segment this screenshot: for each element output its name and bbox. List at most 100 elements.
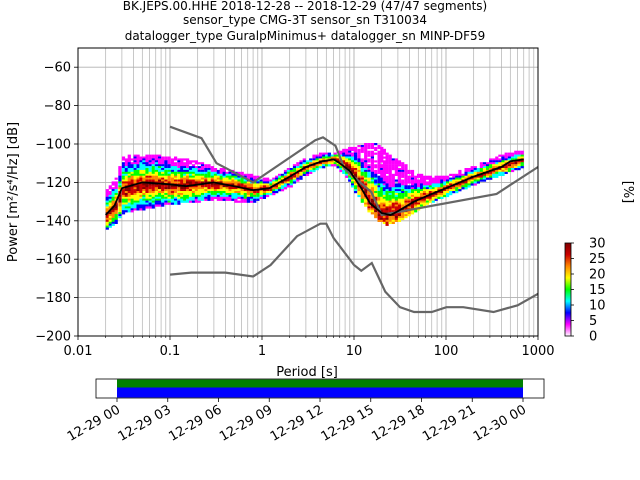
psd-cell xyxy=(170,169,174,173)
psd-cell xyxy=(357,158,361,161)
psd-cell xyxy=(250,196,254,199)
psd-cell xyxy=(473,179,477,182)
timeline-tick-label: 12-29 09 xyxy=(217,402,275,444)
psd-cell xyxy=(382,152,386,155)
psd-cell xyxy=(240,191,244,194)
psd-cell xyxy=(259,185,263,188)
psd-cell xyxy=(151,166,155,169)
psd-cell xyxy=(250,185,254,188)
psd-cell xyxy=(458,175,462,178)
psd-cell xyxy=(397,177,402,180)
psd-cell xyxy=(225,196,229,199)
psd-cell xyxy=(154,183,158,186)
psd-cell xyxy=(240,194,244,198)
psd-cell xyxy=(461,181,465,184)
psd-cell xyxy=(124,194,128,198)
psd-cell xyxy=(154,194,158,198)
psd-cell xyxy=(213,194,218,198)
psd-cell xyxy=(111,187,115,190)
psd-cell xyxy=(222,193,226,196)
psd-cell xyxy=(286,177,290,180)
psd-cell xyxy=(188,168,193,171)
psd-cell xyxy=(473,183,477,186)
psd-cell xyxy=(461,173,465,176)
psd-cell xyxy=(161,198,165,201)
psd-cell xyxy=(200,175,205,178)
psd-cell xyxy=(127,171,131,174)
psd-cell xyxy=(367,181,371,184)
psd-cell xyxy=(174,179,178,182)
psd-cell xyxy=(161,173,165,176)
psd-cell xyxy=(161,196,165,199)
psd-cell xyxy=(394,158,398,161)
psd-cell xyxy=(167,193,171,196)
psd-cell xyxy=(377,166,381,169)
psd-cell xyxy=(121,206,126,209)
psd-cell xyxy=(425,198,430,201)
psd-cell xyxy=(186,194,190,198)
psd-cell xyxy=(280,187,285,190)
psd-cell xyxy=(325,156,329,159)
psd-cell xyxy=(133,169,137,173)
psd-cell xyxy=(377,171,381,174)
psd-cell xyxy=(219,169,223,173)
psd-cell xyxy=(139,191,143,194)
psd-cell xyxy=(158,189,162,192)
psd-cell xyxy=(407,179,411,182)
psd-cell xyxy=(191,171,196,174)
psd-cell xyxy=(370,175,374,178)
psd-cell xyxy=(391,181,395,184)
psd-cell xyxy=(420,179,424,182)
psd-cell xyxy=(380,181,384,184)
psd-cell xyxy=(470,168,474,171)
psd-cell xyxy=(139,194,143,198)
psd-cell xyxy=(414,183,418,186)
psd-cell xyxy=(377,158,381,161)
psd-cell xyxy=(269,193,273,196)
psd-cell xyxy=(114,194,118,198)
psd-cell xyxy=(151,173,155,176)
psd-cell xyxy=(161,179,165,182)
psd-cell xyxy=(380,152,384,155)
psd-cell xyxy=(482,164,487,167)
psd-cell xyxy=(145,171,149,174)
psd-cell xyxy=(154,175,158,178)
psd-cell xyxy=(124,193,128,196)
psd-cell xyxy=(200,162,205,165)
psd-cell xyxy=(289,175,293,178)
psd-cell xyxy=(336,156,340,159)
psd-cell xyxy=(339,152,343,155)
psd-cell xyxy=(425,191,430,194)
psd-cell xyxy=(414,196,418,199)
psd-cell xyxy=(302,164,306,167)
psd-cell xyxy=(114,183,118,186)
psd-cell xyxy=(180,175,184,178)
psd-cell xyxy=(302,169,306,173)
psd-cell xyxy=(154,169,158,173)
psd-cell xyxy=(354,183,358,186)
psd-cell xyxy=(492,171,496,174)
psd-cell xyxy=(388,179,392,182)
psd-cell xyxy=(404,206,408,209)
psd-cell xyxy=(461,183,465,186)
psd-cell xyxy=(367,164,371,167)
psd-cell xyxy=(504,171,508,174)
psd-cell xyxy=(473,181,477,184)
psd-cell xyxy=(186,168,190,171)
psd-cell xyxy=(489,158,493,161)
psd-cell xyxy=(191,194,196,198)
psd-cell xyxy=(367,179,371,182)
psd-cell xyxy=(158,187,162,190)
psd-cell xyxy=(404,175,408,178)
psd-cell xyxy=(394,219,398,222)
psd-cell xyxy=(467,179,471,182)
psd-cell xyxy=(272,193,276,196)
psd-cell xyxy=(464,183,468,186)
psd-cell xyxy=(401,164,405,167)
psd-cell xyxy=(461,175,465,178)
psd-cell xyxy=(183,189,187,192)
psd-cell xyxy=(286,181,290,184)
psd-cell xyxy=(177,169,181,173)
y-tick-label: −160 xyxy=(35,253,71,268)
